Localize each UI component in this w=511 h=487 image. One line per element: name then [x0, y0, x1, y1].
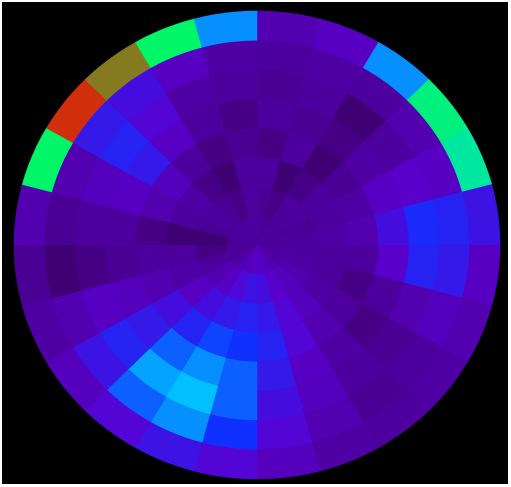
heat-cell [75, 245, 111, 290]
heat-cell [404, 200, 440, 245]
heat-cell [404, 245, 440, 290]
heat-cell [257, 386, 304, 420]
chart [0, 0, 511, 487]
heat-cell [257, 70, 304, 104]
heat-cell [210, 386, 257, 420]
heat-cell [75, 200, 111, 245]
page: (() => { const data = JSON.parse(documen… [0, 0, 511, 487]
heat-cell [210, 70, 257, 104]
